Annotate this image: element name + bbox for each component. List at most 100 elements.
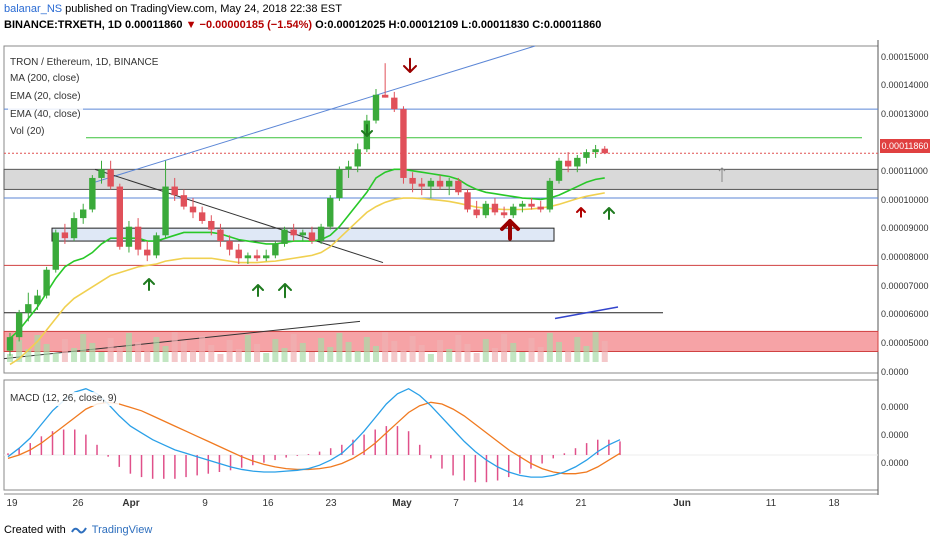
volume-bar — [71, 348, 78, 362]
volume-bar — [336, 333, 343, 362]
footer: Created with TradingView — [4, 524, 152, 536]
candle-body — [226, 241, 233, 250]
ema40-line — [9, 192, 605, 366]
macd-tick: 0.0000 — [881, 402, 909, 412]
time-tick: 14 — [512, 498, 524, 509]
volume-bar — [7, 354, 13, 362]
author-link[interactable]: balanar_NS — [4, 3, 63, 15]
candle-body — [134, 226, 142, 250]
resistance-zone — [3, 168, 879, 190]
candle-body — [336, 169, 343, 199]
candle-body — [25, 304, 32, 313]
candle-body — [400, 109, 407, 178]
candle-body — [263, 255, 270, 259]
volume-bar — [455, 335, 462, 362]
volume-bar — [345, 342, 352, 362]
candle-body — [162, 186, 169, 236]
created-with-text: Created with — [4, 524, 66, 536]
volume-bar — [501, 334, 508, 362]
time-tick: 19 — [6, 498, 18, 509]
volume-bar — [601, 341, 608, 362]
volume-bar — [299, 343, 306, 362]
candle-body — [491, 203, 499, 213]
price-tick: 0.00008000 — [881, 252, 929, 262]
candle-body — [208, 220, 215, 230]
buy-arrow-icon — [500, 219, 520, 241]
candle-body — [528, 203, 535, 207]
candle-body — [98, 169, 105, 178]
price-tick: 0.00005000 — [881, 338, 929, 348]
volume-bar — [592, 332, 599, 362]
legend-vol[interactable]: Vol (20) — [8, 125, 47, 139]
time-tick: 26 — [72, 498, 84, 509]
candle-body — [107, 169, 114, 187]
candle-body — [555, 160, 563, 181]
candle-body — [583, 152, 590, 158]
sell-arrow-icon — [361, 124, 373, 137]
volume-bar — [446, 349, 453, 362]
candle-body — [564, 160, 572, 167]
tradingview-logo-icon — [70, 527, 87, 534]
volume-bar — [391, 341, 398, 362]
volume-bar — [153, 337, 160, 362]
buy-arrow-icon — [143, 278, 155, 291]
volume-bar — [373, 346, 379, 362]
time-tick: 16 — [262, 498, 274, 509]
volume-bar — [574, 337, 581, 362]
current-price-tag: 0.00011860 — [880, 139, 930, 153]
price-tick: 0.00009000 — [881, 223, 929, 233]
volume-bar — [583, 346, 590, 362]
volume-bar — [437, 340, 444, 362]
buy-arrow-icon — [576, 207, 586, 218]
legend-ema40[interactable]: EMA (40, close) — [8, 108, 83, 122]
indicator-fragment — [554, 306, 619, 320]
legend-ema20[interactable]: EMA (20, close) — [8, 90, 83, 104]
volume-bar — [80, 334, 87, 362]
price-tick: 0.00013000 — [881, 109, 929, 119]
volume-bar — [217, 354, 224, 362]
candle-body — [6, 337, 14, 351]
volume-bar — [528, 338, 535, 362]
time-tick: 23 — [325, 498, 337, 509]
candle-body — [198, 212, 206, 221]
candle-body — [125, 226, 133, 247]
time-tick: Jun — [673, 498, 691, 509]
volume-bar — [244, 335, 251, 362]
legend-macd[interactable]: MACD (12, 26, close, 9) — [8, 392, 119, 406]
buy-arrow-icon — [252, 284, 264, 297]
volume-bar — [180, 341, 187, 362]
price-tick: 0.00006000 — [881, 309, 929, 319]
legend-ma200[interactable]: MA (200, close) — [8, 72, 82, 86]
candle-body — [34, 295, 41, 305]
candle-body — [519, 203, 526, 207]
volume-bar — [482, 339, 489, 362]
downtrend-line — [94, 168, 384, 264]
candle-body — [244, 255, 252, 259]
volume-bar — [52, 353, 59, 362]
candle-body — [601, 148, 608, 154]
volume-bar — [354, 351, 361, 362]
macd-axis[interactable]: 0.0000 0.0000 0.0000 — [878, 380, 932, 490]
price-axis[interactable]: 0.00015000 0.00014000 0.00013000 0.00011… — [878, 0, 932, 380]
candle-body — [290, 229, 297, 236]
candle-body — [70, 218, 78, 239]
candle-body — [464, 192, 471, 210]
candle-body — [217, 229, 224, 242]
tradingview-brand-link[interactable]: TradingView — [91, 524, 153, 536]
volume-bar — [16, 340, 23, 362]
volume-bar — [382, 332, 389, 362]
volume-bar — [281, 348, 288, 362]
candle-body — [80, 209, 87, 219]
candle-body — [427, 180, 435, 187]
volume-bar — [308, 352, 315, 362]
uptrend-line — [89, 45, 536, 185]
candle-body — [153, 235, 160, 256]
candle-body — [89, 177, 96, 210]
candle-body — [381, 94, 389, 98]
volume-bar — [327, 347, 334, 362]
ohlc-text: O:0.00012025 H:0.00012109 L:0.00011830 C… — [315, 19, 602, 31]
candle-body — [409, 177, 416, 184]
volume-bar — [235, 349, 242, 362]
volume-bar — [98, 352, 105, 362]
